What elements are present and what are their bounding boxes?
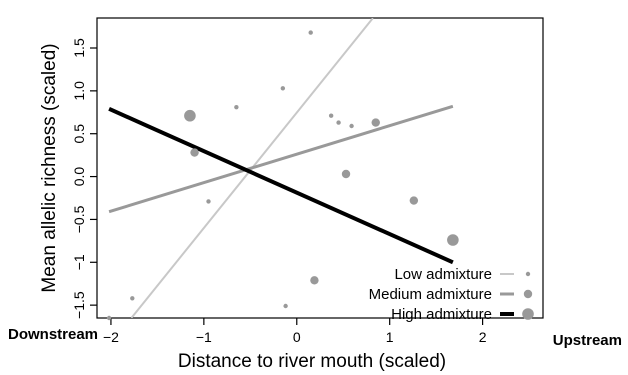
data-point-low-admixture (349, 123, 354, 129)
x-tick-label: 2 (479, 329, 487, 345)
y-axis-title: Mean allelic richness (scaled) (39, 43, 60, 292)
legend-marker-medium-admixture (523, 289, 533, 299)
y-tick-label: 0.0 (71, 167, 87, 187)
legend-label-high-admixture: High admixture (391, 306, 492, 323)
y-tick-label: −1 (71, 254, 87, 270)
y-tick-label: 0.5 (71, 124, 87, 144)
data-point-medium-admixture (341, 169, 351, 179)
legend: Low admixture Medium admixture High admixt… (369, 266, 534, 323)
data-point-low-admixture (328, 113, 334, 118)
data-point-medium-admixture (371, 118, 380, 127)
y-tick-label: −1.5 (71, 291, 87, 319)
x-tick-label: 0 (293, 329, 301, 345)
data-point-low-admixture (106, 315, 112, 321)
regression-line-medium-admixture (108, 104, 454, 214)
data-point-low-admixture (206, 199, 211, 204)
legend-label-medium-admixture: Medium admixture (369, 286, 492, 303)
data-point-low-admixture (234, 104, 239, 110)
data-point-high-admixture (447, 234, 459, 246)
y-tick-label: −0.5 (71, 205, 87, 233)
data-point-medium-admixture (310, 276, 319, 285)
data-point-low-admixture (283, 303, 288, 309)
axis-labels: Distance to river mouth (scaled) Mean all… (8, 43, 622, 372)
legend-marker-low-admixture (525, 271, 531, 277)
data-points (106, 30, 459, 321)
x-tick-label: 1 (386, 329, 394, 345)
plot-frame (96, 17, 544, 319)
x-tick-label: −1 (196, 329, 212, 345)
axes: −2 −1 0 1 2 −1.5 −1 −0.5 0.0 0.5 1.0 1.5 (71, 17, 544, 345)
regression-lines (108, 18, 454, 318)
regression-line-high-admixture (108, 107, 454, 265)
data-point-high-admixture (184, 109, 196, 122)
data-point-low-admixture (130, 296, 135, 301)
data-point-low-admixture (308, 30, 313, 35)
data-point-low-admixture (280, 86, 286, 91)
x-axis-title: Distance to river mouth (scaled) (178, 351, 446, 372)
upstream-label: Upstream (553, 332, 622, 349)
legend-marker-high-admixture (522, 308, 534, 320)
data-point-medium-admixture (190, 148, 199, 157)
downstream-label: Downstream (8, 326, 98, 343)
data-point-medium-admixture (409, 196, 419, 205)
legend-label-low-admixture: Low admixture (394, 266, 492, 283)
y-tick-label: 1.0 (71, 81, 87, 101)
data-point-low-admixture (336, 120, 341, 125)
x-tick-label: −2 (103, 329, 119, 345)
y-tick-label: 1.5 (71, 38, 87, 58)
